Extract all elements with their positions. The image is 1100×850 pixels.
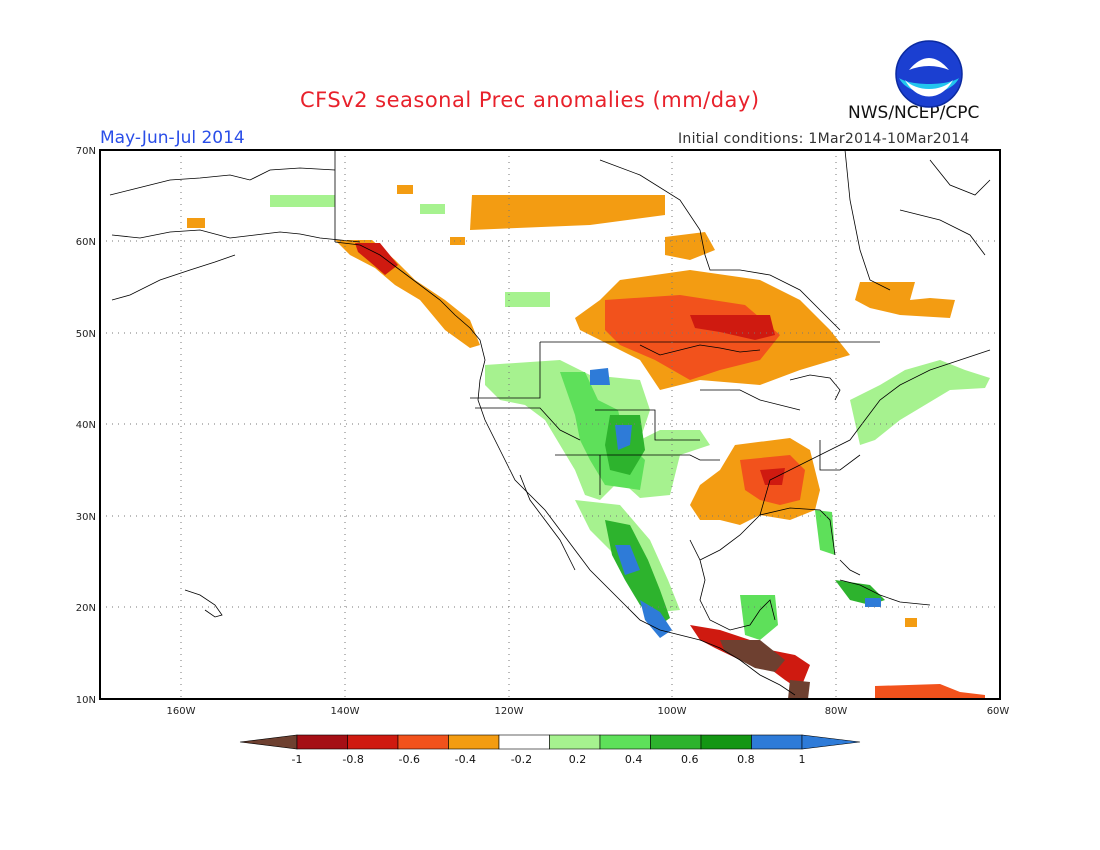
colorbar-swatch bbox=[498, 734, 550, 750]
lat-label: 30N bbox=[76, 512, 96, 523]
colorbar-label: -0.4 bbox=[455, 753, 476, 766]
noaa-logo-icon bbox=[895, 40, 963, 108]
colorbar-swatch bbox=[751, 734, 803, 750]
colorbar-label: 0.6 bbox=[681, 753, 699, 766]
agency-label: NWS/NCEP/CPC bbox=[848, 103, 980, 123]
colorbar-swatch bbox=[650, 734, 702, 750]
colorbar-swatch bbox=[700, 734, 752, 750]
lat-label: 10N bbox=[76, 695, 96, 706]
colorbar-label: -0.2 bbox=[511, 753, 532, 766]
lon-label: 140W bbox=[331, 706, 360, 717]
colorbar-min-arrow bbox=[239, 734, 298, 750]
colorbar-max-arrow bbox=[801, 734, 861, 750]
colorbar-label: 1 bbox=[799, 753, 806, 766]
lat-label: 50N bbox=[76, 329, 96, 340]
season-label: May-Jun-Jul 2014 bbox=[100, 128, 245, 148]
colorbar-label: 0.4 bbox=[625, 753, 643, 766]
lon-label: 160W bbox=[167, 706, 196, 717]
colorbar-label: -0.8 bbox=[342, 753, 363, 766]
coastlines bbox=[109, 149, 991, 696]
colorbar-swatch bbox=[549, 734, 601, 750]
colorbar-label: 0.8 bbox=[737, 753, 755, 766]
lat-label: 60N bbox=[76, 237, 96, 248]
map-grid bbox=[100, 150, 1000, 699]
lon-label: 120W bbox=[495, 706, 524, 717]
colorbar-swatch bbox=[448, 734, 500, 750]
lon-label: 80W bbox=[825, 706, 848, 717]
lon-label: 60W bbox=[987, 706, 1010, 717]
anomaly-patches bbox=[187, 185, 990, 699]
initial-conditions-label: Initial conditions: 1Mar2014-10Mar2014 bbox=[678, 131, 970, 147]
colorbar-swatch bbox=[599, 734, 651, 750]
map-title: CFSv2 seasonal Prec anomalies (mm/day) bbox=[300, 88, 760, 112]
colorbar-swatch bbox=[296, 734, 348, 750]
colorbar-label: -1 bbox=[292, 753, 303, 766]
lat-label: 20N bbox=[76, 603, 96, 614]
lat-label: 70N bbox=[76, 146, 96, 157]
colorbar-label: -0.6 bbox=[398, 753, 419, 766]
colorbar-swatch bbox=[347, 734, 399, 750]
colorbar-label: 0.2 bbox=[569, 753, 587, 766]
map-frame bbox=[99, 149, 1001, 700]
lat-label: 40N bbox=[76, 420, 96, 431]
lon-label: 100W bbox=[658, 706, 687, 717]
colorbar-swatch bbox=[397, 734, 449, 750]
